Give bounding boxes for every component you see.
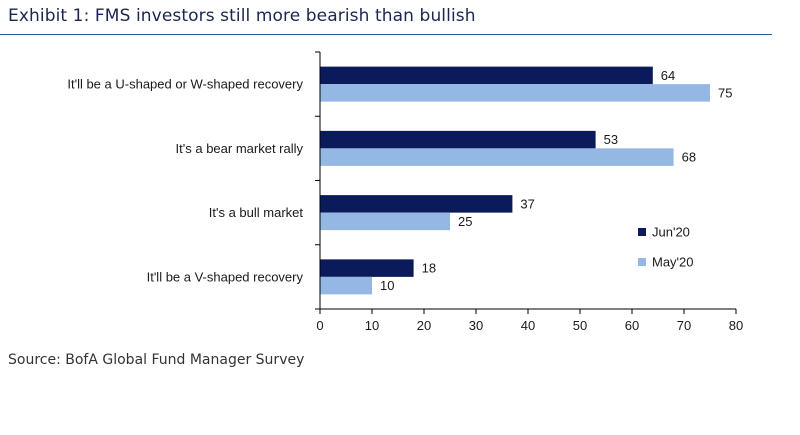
- category-label-2: It's a bull market: [209, 205, 304, 220]
- data-label-jun20-2: 37: [520, 196, 534, 211]
- x-tick-label-4: 40: [521, 318, 535, 333]
- legend-label-may20: May'20: [652, 255, 694, 270]
- x-tick-label-2: 20: [417, 318, 431, 333]
- data-label-may20-2: 25: [458, 214, 472, 229]
- data-label-may20-1: 68: [682, 150, 696, 165]
- data-label-may20-0: 75: [718, 85, 732, 100]
- data-label-may20-3: 10: [380, 278, 394, 293]
- data-label-jun20-3: 18: [422, 261, 436, 276]
- bar-may20-0: [320, 84, 710, 102]
- source-note: Source: BofA Global Fund Manager Survey: [8, 352, 305, 368]
- x-tick-label-6: 60: [625, 318, 639, 333]
- bar-jun20-0: [320, 66, 653, 85]
- bar-jun20-3: [320, 259, 414, 277]
- legend-swatch-may20: [638, 258, 646, 266]
- bar-jun20-1: [320, 130, 596, 149]
- category-label-3: It'll be a V-shaped recovery: [147, 269, 304, 284]
- bar-may20-3: [320, 276, 372, 295]
- legend-swatch-jun20: [638, 228, 646, 236]
- x-tick-label-8: 80: [729, 318, 743, 333]
- bar-may20-1: [320, 148, 674, 166]
- x-tick-label-0: 0: [316, 318, 323, 333]
- bar-jun20-2: [320, 195, 513, 213]
- category-label-0: It'll be a U-shaped or W-shaped recovery: [67, 77, 303, 92]
- x-tick-label-5: 50: [573, 318, 587, 333]
- legend-label-jun20: Jun'20: [652, 225, 690, 240]
- x-tick-label-7: 70: [677, 318, 691, 333]
- x-tick-label-3: 30: [469, 318, 483, 333]
- chart-title: Exhibit 1: FMS investors still more bear…: [8, 6, 476, 26]
- data-label-jun20-0: 64: [661, 68, 675, 83]
- title-divider: [0, 34, 772, 35]
- category-label-1: It's a bear market rally: [176, 141, 304, 156]
- bar-may20-2: [320, 212, 450, 231]
- x-tick-label-1: 10: [365, 318, 379, 333]
- data-label-jun20-1: 53: [604, 132, 618, 147]
